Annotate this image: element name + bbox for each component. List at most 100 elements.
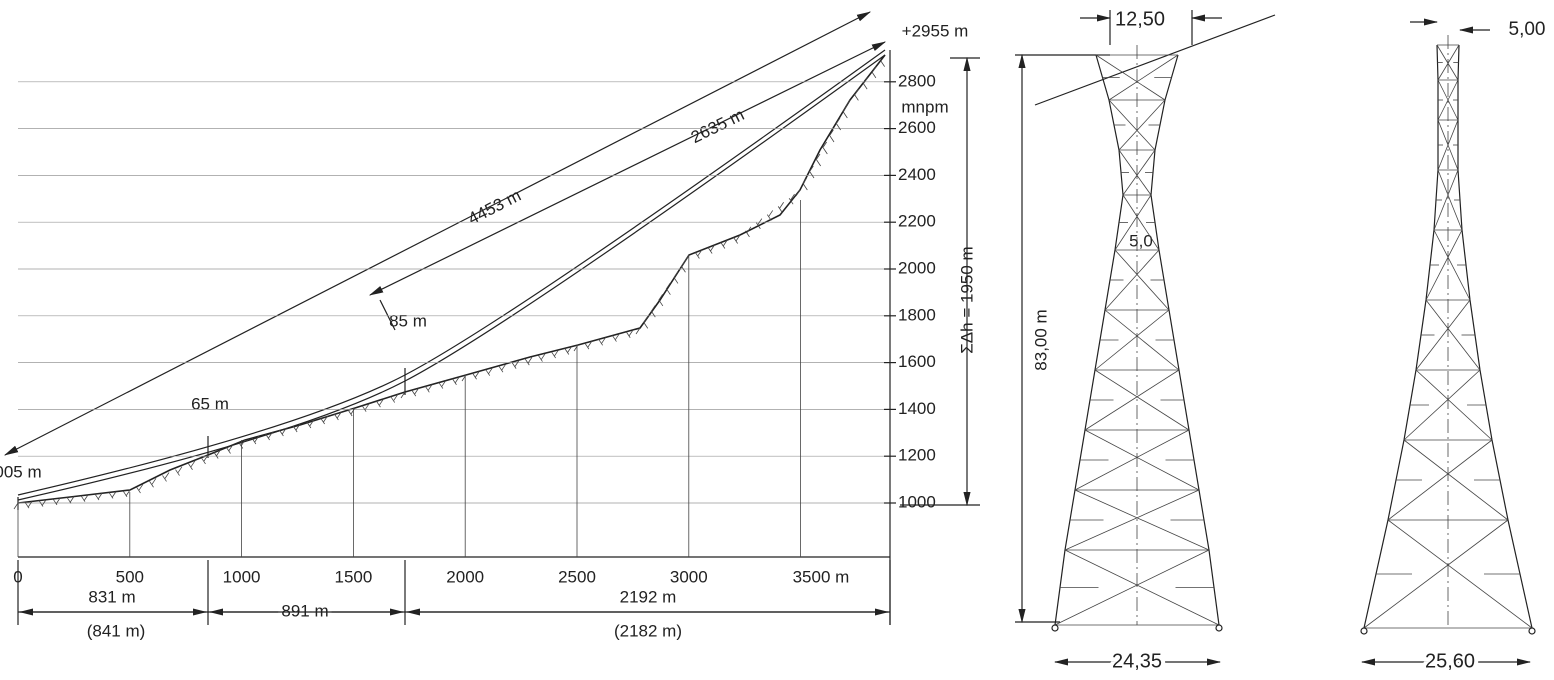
elevation-label: 1200 [898, 446, 936, 465]
hatch [757, 218, 763, 225]
hatch [666, 288, 671, 295]
hatch [55, 497, 61, 505]
hatch [361, 405, 367, 412]
hatch [587, 341, 593, 348]
brace [1425, 229, 1463, 301]
cable [17, 54, 886, 501]
hatch [238, 442, 244, 449]
hatch [226, 447, 231, 454]
hatch [628, 329, 634, 337]
brace [1415, 299, 1471, 371]
hatch [842, 105, 847, 113]
hatch [390, 396, 396, 403]
tower-height: 85 m [389, 311, 427, 330]
hatch [527, 357, 533, 364]
hatch [680, 260, 686, 267]
hatch [13, 502, 19, 510]
hatch [485, 369, 491, 376]
brace [1064, 489, 1200, 551]
hatch [411, 389, 417, 397]
footing [1528, 627, 1536, 635]
hatch [111, 491, 117, 498]
distance-label: 3000 [670, 567, 708, 586]
hatch [498, 365, 504, 373]
profile: +2955 m mnpm ΣΔh = 1950 m 4453 m 2635 m … [0, 11, 980, 640]
hatch [658, 299, 664, 307]
distance-label: 2000 [446, 567, 484, 586]
hatch [862, 82, 868, 90]
brace [1387, 519, 1533, 629]
hatch [584, 342, 590, 350]
hatch [573, 344, 579, 352]
hatch [309, 419, 315, 427]
hatch [524, 358, 530, 366]
hatch [136, 486, 141, 494]
hatch [295, 423, 301, 431]
hatch [213, 452, 219, 459]
span-dimension [368, 41, 887, 296]
hatch [190, 460, 196, 468]
top-width: 5,00 [1509, 19, 1546, 40]
hatch [790, 193, 795, 201]
hatch [175, 469, 180, 476]
hatch [27, 501, 33, 508]
hatch [823, 147, 828, 155]
brace [1108, 99, 1156, 151]
footing [1215, 624, 1223, 632]
hatch [779, 202, 784, 209]
hatch [803, 183, 808, 191]
hatch [452, 378, 457, 385]
section-length: 2192 m [620, 587, 677, 606]
brace [1437, 79, 1459, 121]
hatch [816, 159, 821, 167]
hatch [323, 415, 328, 423]
hatch [863, 77, 868, 84]
hatch [710, 244, 715, 252]
distance-label: 2500 [558, 567, 596, 586]
elevation-label: 2000 [898, 258, 936, 277]
hatch [364, 403, 370, 410]
hatch [69, 496, 75, 503]
elevation-label: 2600 [898, 118, 936, 137]
hatch [83, 494, 89, 502]
chord-dimension [3, 11, 872, 456]
brace [1437, 169, 1463, 231]
brace [1114, 194, 1152, 251]
hatch [320, 417, 325, 425]
hatch [650, 310, 656, 318]
hatch [393, 394, 399, 401]
footing [1360, 627, 1368, 635]
hatch [735, 234, 741, 242]
brace [1074, 489, 1210, 551]
brace [1084, 369, 1180, 431]
hatch [438, 382, 444, 389]
hatch [203, 454, 209, 462]
hatch [97, 493, 103, 500]
hatch [822, 141, 827, 149]
elevation-unit: mnpm [901, 97, 948, 116]
hatch [279, 429, 284, 437]
brace [1118, 149, 1152, 196]
brace [1095, 54, 1166, 101]
hatch [697, 249, 703, 257]
hatch [612, 335, 617, 342]
height-difference: ΣΔh = 1950 m [957, 246, 976, 353]
tower-leg [1363, 44, 1439, 629]
hatch [501, 364, 506, 371]
hatch [216, 449, 221, 457]
hatch [177, 466, 183, 473]
tower-height: 83,00 m [1031, 309, 1050, 370]
towers: 12,50 5,0 83,00 m 24,35 5,00 25,60 [1015, 8, 1546, 676]
tower-leg [1457, 44, 1533, 629]
hatch [474, 371, 480, 378]
hatch [673, 271, 679, 279]
hatch [707, 247, 713, 254]
brace [1437, 44, 1460, 81]
brace [1415, 369, 1493, 441]
section-slope-length: (2182 m) [614, 621, 682, 640]
elevation-label: 2400 [898, 165, 936, 184]
hatch [425, 386, 430, 393]
brace [1425, 299, 1481, 371]
hatch [643, 316, 648, 323]
